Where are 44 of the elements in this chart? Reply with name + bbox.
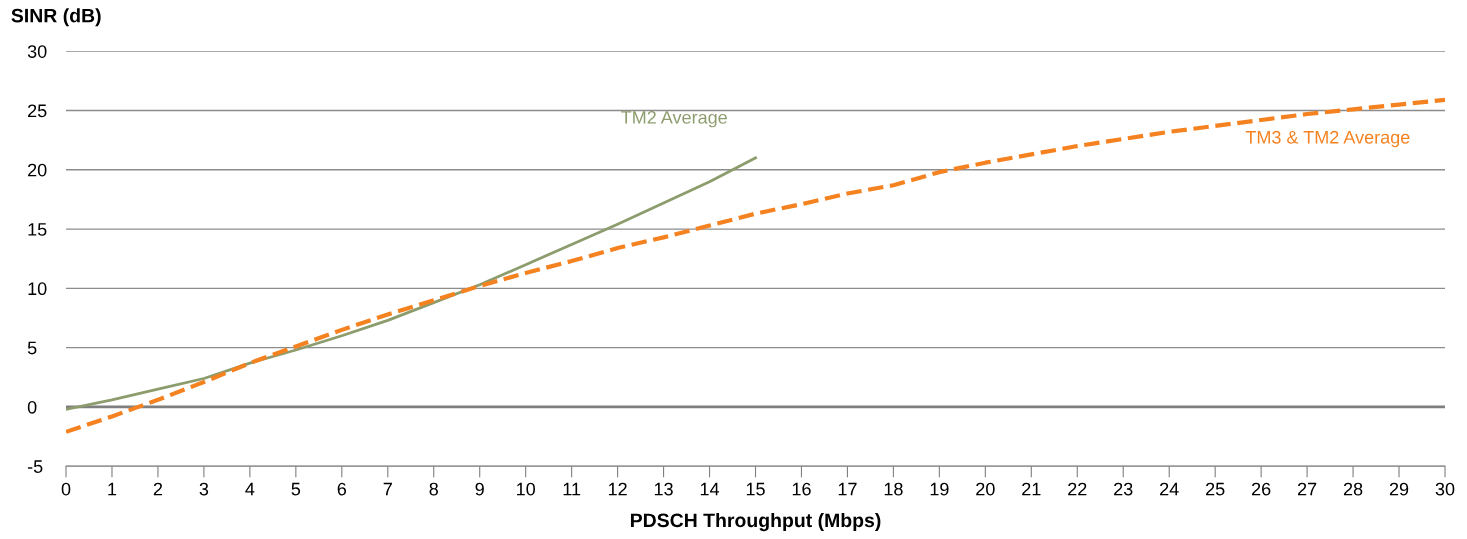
x-tick-label: 9	[475, 482, 484, 496]
y-tick-label: 10	[28, 282, 47, 296]
x-tick-label: 12	[608, 482, 627, 496]
x-tick-label: 18	[884, 482, 903, 496]
x-tick-label: 23	[1114, 482, 1133, 496]
y-tick-label: 20	[28, 163, 47, 177]
x-tick-label: 2	[153, 482, 163, 496]
text: TM2 Average	[621, 111, 727, 128]
x-tick-label: 26	[1252, 482, 1271, 496]
y-tick-label: 5	[27, 341, 37, 355]
series-label: TM3 & TM2 Average	[1245, 130, 1410, 148]
x-tick-label: 13	[654, 482, 673, 496]
y-tick-label: -5	[27, 460, 43, 473]
x-tick-label: 6	[337, 482, 347, 496]
x-tick-label: 14	[700, 482, 720, 496]
x-tick-label: 20	[976, 482, 995, 496]
x-tick-label: 29	[1389, 482, 1409, 496]
x-tick-label: 30	[1435, 482, 1455, 496]
x-tick-label: 28	[1343, 482, 1363, 496]
x-tick-label: 1	[108, 482, 117, 496]
x-tick-label: 8	[429, 482, 438, 496]
x-tick-label: 3	[199, 482, 209, 496]
x-tick-label: 17	[838, 482, 857, 496]
x-tick-label: 25	[1206, 482, 1225, 496]
x-tick-label: 4	[245, 482, 255, 496]
x-tick-label: 11	[563, 482, 581, 496]
x-tick-label: 0	[61, 482, 71, 496]
y-tick-label: 0	[27, 400, 37, 414]
x-axis-title: PDSCH Throughput (Mbps)	[630, 512, 881, 532]
y-tick-label: 15	[28, 223, 47, 236]
x-tick-label: 7	[383, 482, 392, 496]
x-tick-label: 5	[291, 482, 301, 496]
y-tick-label: 25	[28, 104, 47, 118]
x-tick-label: 21	[1022, 482, 1041, 496]
x-tick-label: 27	[1297, 482, 1317, 496]
x-tick-label: 16	[792, 482, 811, 496]
x-tick-label: 15	[746, 482, 765, 496]
y-tick-label: 30	[27, 45, 47, 58]
x-tick-label: 22	[1068, 482, 1087, 496]
x-tick-label: 24	[1160, 482, 1179, 496]
y-axis-title: SINR (dB)	[11, 8, 101, 27]
x-tick-label: 19	[930, 482, 949, 496]
x-tick-label: 10	[517, 482, 536, 496]
line-series	[66, 97, 1445, 434]
